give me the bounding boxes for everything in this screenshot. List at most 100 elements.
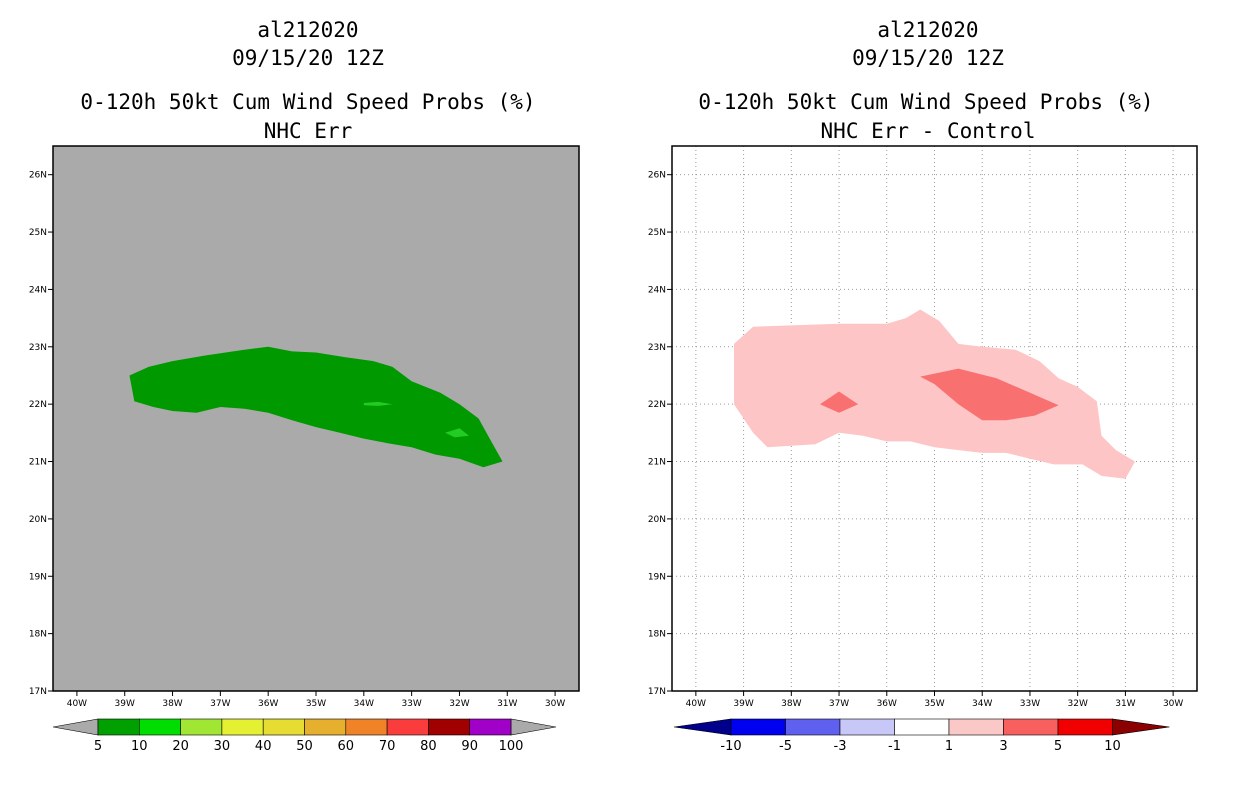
right-colorbar-swatch bbox=[785, 718, 841, 736]
right-y-tick-label: 21N bbox=[648, 458, 666, 468]
right-colorbar-swatch bbox=[839, 718, 895, 736]
right-contour-3-5 bbox=[820, 391, 859, 413]
right-y-tick-label: 18N bbox=[648, 630, 666, 640]
left-y-tick-label: 20N bbox=[29, 515, 47, 525]
left-x-tick-label: 38W bbox=[162, 699, 182, 709]
left-y-tick-label: 26N bbox=[29, 171, 47, 181]
left-colorbar-label: 100 bbox=[499, 739, 524, 754]
left-x-tick-label: 40W bbox=[67, 699, 87, 709]
left-x-tick-label: 36W bbox=[258, 699, 278, 709]
right-colorbar: -10 -5 -3 -1 1 3 5 10 bbox=[673, 718, 1170, 754]
left-colorbar: 5 10 20 30 40 50 60 70 80 90 100 bbox=[52, 718, 557, 754]
right-chart-subtitle: NHC Err - Control bbox=[820, 119, 1036, 143]
left-colorbar-swatch bbox=[97, 718, 140, 736]
left-contour-5-10 bbox=[129, 346, 503, 468]
right-x-tick-label: 33W bbox=[1020, 699, 1040, 709]
left-colorbar-label: 30 bbox=[214, 739, 231, 754]
left-y-tick-label: 22N bbox=[29, 400, 47, 410]
right-y-tick-label: 25N bbox=[648, 228, 666, 238]
left-colorbar-swatch bbox=[304, 718, 347, 736]
right-colorbar-label: 5 bbox=[1054, 739, 1062, 754]
left-y-tick-label: 25N bbox=[29, 228, 47, 238]
left-x-tick-label: 37W bbox=[210, 699, 230, 709]
right-colorbar-swatch bbox=[1003, 718, 1059, 736]
left-x-tick-label: 35W bbox=[306, 699, 326, 709]
right-x-tick-label: 32W bbox=[1068, 699, 1088, 709]
right-colorbar-under-arrow bbox=[673, 718, 732, 736]
left-x-tick-label: 34W bbox=[354, 699, 374, 709]
left-storm-id: al212020 bbox=[257, 18, 359, 42]
right-contour-3-5 bbox=[920, 368, 1059, 421]
right-y-tick-label: 23N bbox=[648, 343, 666, 353]
left-y-tick-label: 17N bbox=[29, 687, 47, 697]
left-y-tick-label: 24N bbox=[29, 285, 47, 295]
left-colorbar-label: 70 bbox=[379, 739, 396, 754]
left-colorbar-label: 90 bbox=[461, 739, 478, 754]
right-x-tick-label: 37W bbox=[829, 699, 849, 709]
left-colorbar-label: 60 bbox=[338, 739, 355, 754]
right-colorbar-swatch bbox=[730, 718, 786, 736]
left-colorbar-label: 5 bbox=[94, 739, 102, 754]
left-colorbar-swatch bbox=[428, 718, 470, 736]
left-x-tick-label: 39W bbox=[115, 699, 135, 709]
right-colorbar-label: -1 bbox=[888, 739, 901, 754]
left-x-tick-label: 30W bbox=[545, 699, 565, 709]
right-y-tick-label: 22N bbox=[648, 400, 666, 410]
right-colorbar-label: 10 bbox=[1104, 739, 1121, 754]
right-x-tick-label: 39W bbox=[733, 699, 753, 709]
left-colorbar-label: 50 bbox=[296, 739, 313, 754]
left-colorbar-swatch bbox=[139, 718, 181, 736]
right-colorbar-swatch bbox=[1057, 718, 1113, 736]
left-colorbar-over-arrow bbox=[510, 718, 557, 736]
right-x-tick-label: 31W bbox=[1115, 699, 1135, 709]
left-contour-10-20 bbox=[445, 428, 469, 438]
right-x-tick-label: 34W bbox=[972, 699, 992, 709]
right-colorbar-label: -5 bbox=[779, 739, 792, 754]
left-y-tick-label: 23N bbox=[29, 343, 47, 353]
right-colorbar-swatch bbox=[948, 718, 1004, 736]
right-x-tick-label: 30W bbox=[1163, 699, 1183, 709]
right-y-tick-label: 17N bbox=[648, 687, 666, 697]
right-x-tick-label: 40W bbox=[686, 699, 706, 709]
left-colorbar-swatch bbox=[345, 718, 388, 736]
left-x-tick-label: 31W bbox=[497, 699, 517, 709]
left-x-tick-label: 32W bbox=[449, 699, 469, 709]
left-y-tick-label: 18N bbox=[29, 630, 47, 640]
left-chart-title: 0-120h 50kt Cum Wind Speed Probs (%) bbox=[80, 90, 536, 114]
left-x-tick-label: 33W bbox=[401, 699, 421, 709]
right-colorbar-swatch bbox=[894, 718, 950, 736]
right-colorbar-label: -10 bbox=[720, 739, 741, 754]
left-map-panel: 40W 39W 38W 37W 36W 35W 34W 33W 32W 31W 30W 17N 18N 1… bbox=[29, 145, 580, 709]
right-y-tick-label: 20N bbox=[648, 515, 666, 525]
right-colorbar-over-arrow bbox=[1112, 718, 1170, 736]
right-colorbar-label: 1 bbox=[945, 739, 953, 754]
left-colorbar-swatch bbox=[262, 718, 305, 736]
right-y-tick-label: 24N bbox=[648, 285, 666, 295]
left-y-tick-label: 21N bbox=[29, 458, 47, 468]
left-datetime: 09/15/20 12Z bbox=[232, 46, 384, 70]
left-colorbar-swatch bbox=[221, 718, 264, 736]
right-chart-title: 0-120h 50kt Cum Wind Speed Probs (%) bbox=[698, 90, 1154, 114]
right-contour-1-3 bbox=[734, 309, 1135, 479]
left-colorbar-swatch bbox=[386, 718, 429, 736]
left-chart-subtitle: NHC Err bbox=[263, 119, 353, 143]
right-y-tick-label: 26N bbox=[648, 171, 666, 181]
left-colorbar-under-arrow bbox=[52, 718, 99, 736]
left-colorbar-label: 10 bbox=[131, 739, 148, 754]
right-x-tick-label: 36W bbox=[877, 699, 897, 709]
right-x-tick-label: 38W bbox=[781, 699, 801, 709]
left-colorbar-label: 80 bbox=[420, 739, 437, 754]
left-colorbar-label: 40 bbox=[255, 739, 272, 754]
right-colorbar-label: 3 bbox=[999, 739, 1007, 754]
right-storm-id: al212020 bbox=[877, 18, 979, 42]
right-colorbar-label: -3 bbox=[834, 739, 847, 754]
left-colorbar-label: 20 bbox=[172, 739, 189, 754]
left-contour-10-20 bbox=[363, 401, 393, 406]
right-datetime: 09/15/20 12Z bbox=[852, 46, 1004, 70]
right-y-tick-label: 19N bbox=[648, 572, 666, 582]
left-colorbar-swatch bbox=[180, 718, 223, 736]
left-colorbar-swatch bbox=[469, 718, 512, 736]
right-x-tick-label: 35W bbox=[924, 699, 944, 709]
left-y-tick-label: 19N bbox=[29, 572, 47, 582]
